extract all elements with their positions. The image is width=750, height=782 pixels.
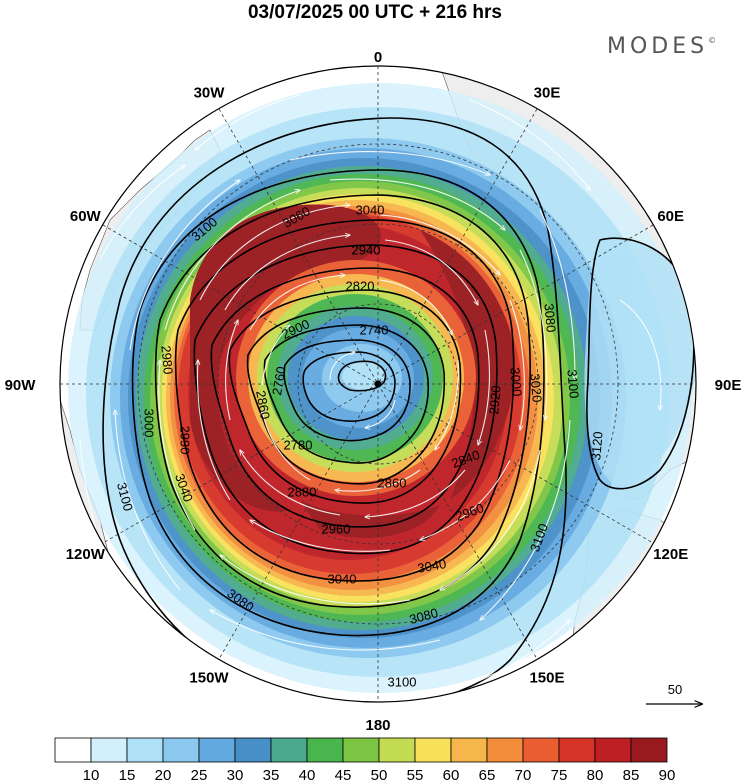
- colorbar-swatch: [414, 737, 452, 763]
- longitude-label: 90E: [715, 377, 742, 394]
- colorbar-label: 70: [515, 767, 532, 782]
- contour-label: 3100: [564, 369, 581, 399]
- contour-label: 2880: [288, 484, 317, 499]
- colorbar-label: 50: [371, 767, 388, 782]
- longitude-label: 180: [365, 717, 390, 734]
- colorbar-label: 60: [443, 767, 460, 782]
- colorbar-swatch: [90, 737, 128, 763]
- colorbar-label: 35: [263, 767, 280, 782]
- wind-streamlines: [79, 94, 661, 700]
- contour-label: 2780: [284, 437, 313, 452]
- contour-label: 2960: [322, 521, 351, 536]
- contour-label: 3080: [408, 605, 440, 627]
- colorbar-label: 10: [83, 767, 100, 782]
- colorbar-swatch: [558, 737, 596, 763]
- colorbar-swatch: [378, 737, 416, 763]
- colorbar-swatch: [162, 737, 200, 763]
- contour-label: 3020: [527, 373, 544, 403]
- contour-label: 2990: [178, 426, 193, 455]
- colorbar-label: 85: [623, 767, 640, 782]
- colorbar-label: 45: [335, 767, 352, 782]
- colorbar-label: 15: [119, 767, 136, 782]
- colorbar-swatch: [198, 737, 236, 763]
- wind-reference-label: 50: [668, 682, 682, 697]
- contour-label: 3040: [356, 202, 385, 217]
- colorbar: 10 15 20 25 30 35 40 45 50 55 60 65 70 75 80 85 90: [54, 737, 676, 782]
- contour-label: 2920: [486, 385, 503, 415]
- brand-mark: ©: [708, 36, 717, 45]
- colorbar-swatch: [306, 737, 344, 763]
- colorbar-label: 65: [479, 767, 496, 782]
- contour-label: 2820: [346, 278, 375, 293]
- contour-label: 3040: [416, 556, 447, 576]
- contour-label: 3000: [507, 367, 524, 397]
- wind-reference: 50: [646, 682, 702, 704]
- longitude-label: 120E: [653, 546, 688, 563]
- map-boundary: [59, 65, 697, 703]
- map-disc: [60, 66, 696, 702]
- longitude-labels: 0 30E 60E 90E 120E 150E 180 150W 120W 90W 60W 30W: [5, 49, 742, 734]
- colorbar-label: 80: [587, 767, 604, 782]
- longitude-label: 30E: [534, 84, 561, 101]
- brand-logo: MODES©: [607, 34, 716, 59]
- contour-label: 2980: [158, 345, 175, 375]
- contour-label: 2940: [352, 242, 381, 257]
- colorbar-swatch: [342, 737, 380, 763]
- colorbar-label: 55: [407, 767, 424, 782]
- contour-label: 3120: [588, 431, 605, 461]
- brand-name: MODES: [607, 34, 709, 59]
- colorbar-label: 20: [155, 767, 172, 782]
- contour-label: 3000: [142, 409, 157, 438]
- longitude-label: 120W: [66, 546, 106, 563]
- page-title: 03/07/2025 00 UTC + 216 hrs: [247, 2, 503, 23]
- colorbar-swatch: [450, 737, 488, 763]
- height-contours: [102, 117, 695, 702]
- colorbar-swatch: [270, 737, 308, 763]
- colorbar-swatch: [594, 737, 632, 763]
- contour-label: 2860: [378, 475, 407, 490]
- colorbar-label: 25: [191, 767, 208, 782]
- longitude-label: 30W: [194, 84, 226, 101]
- contour-label: 3040: [328, 571, 357, 586]
- contour-label: 3100: [388, 674, 417, 689]
- contour-label: 3100: [114, 481, 136, 513]
- colorbar-label: 40: [299, 767, 316, 782]
- colorbar-label: 30: [227, 767, 244, 782]
- longitude-label: 60E: [657, 208, 684, 225]
- longitude-label: 0: [374, 49, 382, 66]
- contour-label: 3080: [541, 303, 558, 333]
- pole-marker: [374, 380, 382, 388]
- longitude-label: 150W: [189, 670, 229, 687]
- colorbar-swatch: [54, 737, 92, 763]
- colorbar-swatch: [234, 737, 272, 763]
- contour-label: 2760: [269, 365, 289, 396]
- longitude-label: 90W: [5, 377, 37, 394]
- longitude-label: 150E: [529, 670, 564, 687]
- colorbar-swatch: [630, 737, 668, 763]
- colorbar-label: 90: [659, 767, 676, 782]
- colorbar-swatch: [126, 737, 164, 763]
- contour-label: 2740: [360, 322, 389, 337]
- colorbar-swatch: [522, 737, 560, 763]
- colorbar-label: 75: [551, 767, 568, 782]
- colorbar-swatch: [486, 737, 524, 763]
- contour-label: 2940: [352, 242, 381, 257]
- contour-label: 2860: [253, 389, 273, 420]
- longitude-label: 60W: [70, 208, 102, 225]
